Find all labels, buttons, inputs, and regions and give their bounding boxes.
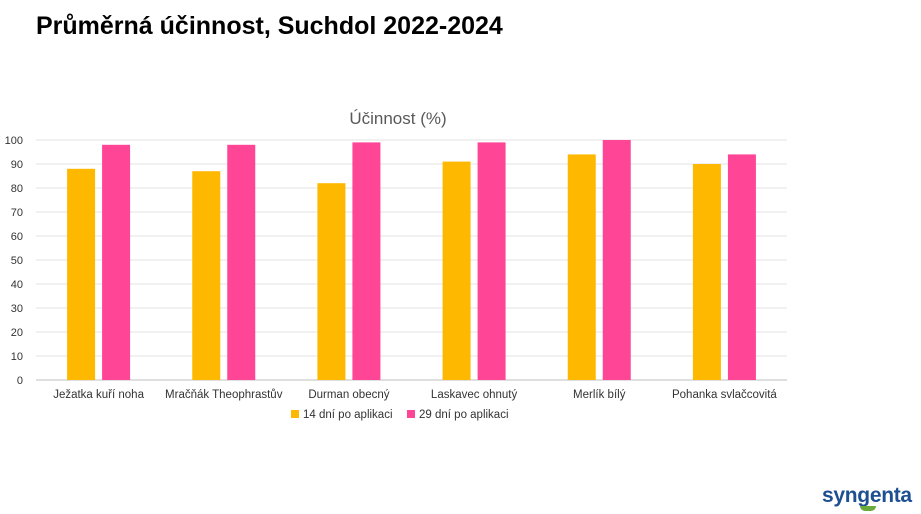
legend-swatch	[407, 410, 415, 418]
logo-leaf-icon	[860, 506, 876, 511]
y-tick-label: 0	[17, 375, 23, 387]
gridlines	[36, 139, 787, 381]
bar	[692, 164, 721, 380]
bar	[352, 142, 381, 380]
chart-title: Účinnost (%)	[349, 109, 446, 128]
bar	[602, 140, 631, 380]
legend-label: 29 dní po aplikaci	[419, 409, 509, 421]
y-tick-label: 20	[11, 327, 23, 339]
bar	[317, 183, 346, 380]
y-tick-label: 100	[5, 135, 23, 147]
y-tick-label: 30	[11, 303, 23, 315]
x-tick-label: Ježatka kuří noha	[53, 389, 144, 401]
y-tick-label: 40	[11, 279, 23, 291]
x-axis: Ježatka kuří noha Mračňák Theophrastův Dur…	[53, 389, 777, 401]
y-axis: 0 10 20 30 40 50 60 70 80 90 100	[5, 135, 23, 387]
y-tick-label: 50	[11, 255, 23, 267]
bar	[192, 171, 221, 380]
bar	[227, 144, 256, 380]
y-tick-label: 10	[11, 351, 23, 363]
x-tick-label: Merlík bílý	[573, 389, 626, 401]
x-tick-label: Durman obecný	[308, 389, 389, 401]
bar	[477, 142, 506, 380]
logo-text: syngenta	[822, 484, 912, 507]
bar	[102, 144, 131, 380]
legend: 14 dní po aplikaci 29 dní po aplikaci	[291, 409, 509, 421]
y-tick-label: 90	[11, 159, 23, 171]
bar	[567, 154, 596, 380]
y-tick-label: 60	[11, 231, 23, 243]
y-tick-label: 70	[11, 207, 23, 219]
bar	[727, 154, 756, 380]
legend-label: 14 dní po aplikaci	[303, 409, 393, 421]
legend-swatch	[291, 410, 299, 418]
bar	[67, 168, 96, 380]
x-tick-label: Laskavec ohnutý	[431, 389, 518, 401]
x-tick-label: Pohanka svlačcovitá	[672, 389, 777, 401]
page-title: Průměrná účinnost, Suchdol 2022-2024	[36, 12, 503, 40]
x-tick-label: Mračňák Theophrastův	[165, 389, 283, 401]
syngenta-logo: syngenta	[822, 484, 914, 512]
bars	[67, 140, 756, 380]
bar	[442, 161, 471, 380]
y-tick-label: 80	[11, 183, 23, 195]
